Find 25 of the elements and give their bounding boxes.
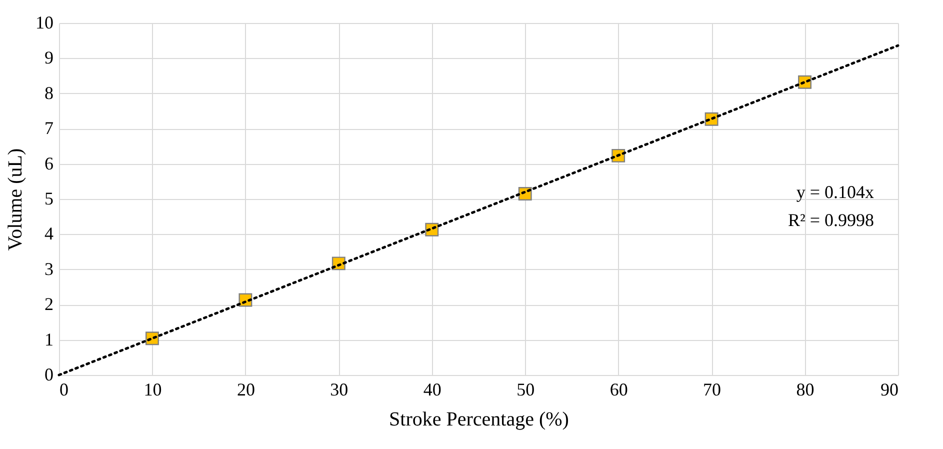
y-tick-label: 2 (44, 294, 54, 314)
y-tick-label: 8 (44, 82, 54, 103)
x-tick-label: 10 (144, 380, 162, 400)
y-tick-label: 4 (44, 224, 54, 244)
y-tick-label: 10 (36, 12, 54, 32)
x-tick-label: 20 (236, 380, 255, 400)
y-tick-label: 0 (44, 364, 54, 384)
y-tick-label: 1 (44, 329, 54, 350)
x-tick-label: 40 (423, 380, 442, 400)
y-axis-title: Volume (uL) (4, 148, 26, 251)
x-axis-title: Stroke Percentage (%) (389, 408, 569, 430)
y-tick-label: 9 (44, 48, 54, 68)
x-tick-label: 60 (610, 380, 628, 400)
x-tick-label: 80 (796, 380, 814, 400)
x-tick-label: 90 (880, 380, 898, 400)
y-tick-label: 3 (44, 258, 54, 279)
x-tick-label: 50 (516, 380, 535, 400)
annotation: R² = 0.9998 (788, 210, 874, 230)
x-tick-label: 30 (330, 380, 348, 400)
x-tick-label: 70 (703, 380, 722, 400)
y-tick-label: 7 (44, 118, 54, 138)
x-tick-label: 0 (60, 380, 68, 400)
y-tick-label: 6 (44, 153, 54, 174)
y-tick-label: 5 (44, 188, 54, 208)
annotation: y = 0.104x (796, 182, 874, 202)
